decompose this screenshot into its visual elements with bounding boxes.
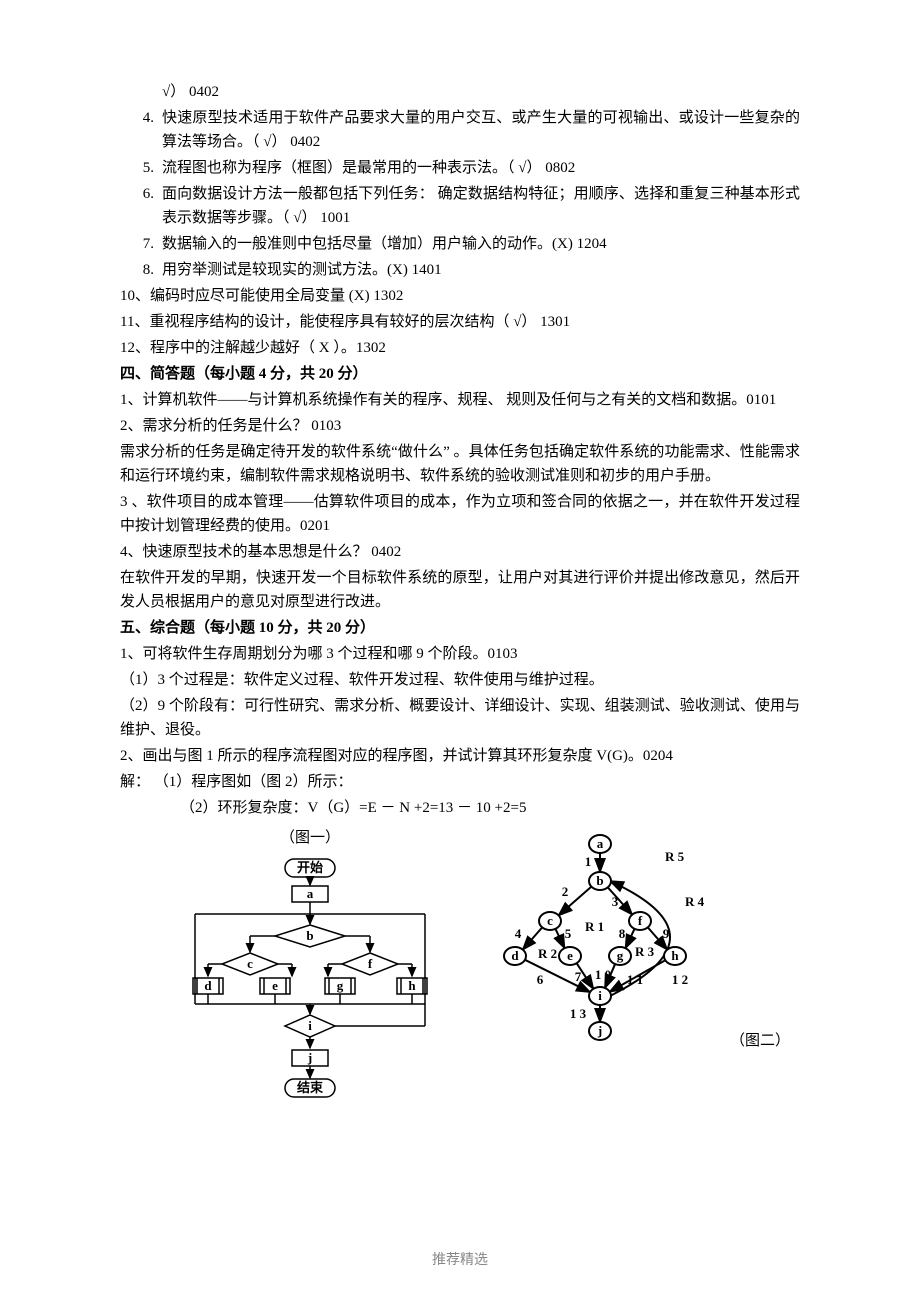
sa-line: 在软件开发的早期，快速开发一个目标软件系统的原型，让用户对其进行评价并提出修改意… [120,566,800,614]
spacer [120,80,162,104]
svg-text:e: e [272,978,278,993]
section5-heading: 五、综合题（每小题 10 分，共 20 分） [120,616,800,640]
comp-2: （1）3 个过程是：软件定义过程、软件开发过程、软件使用与维护过程。 [120,668,800,692]
tf-item-text: 用穷举测试是较现实的测试方法。(X) 1401 [162,258,800,282]
svg-text:R 2: R 2 [538,946,557,961]
svg-text:g: g [337,978,344,993]
tf-extra-line: 10、编码时应尽可能使用全局变量 (X) 1302 [120,284,800,308]
tf-item-text: 流程图也称为程序（框图）是最常用的一种表示法。（ √） 0802 [162,156,800,180]
svg-text:R 5: R 5 [665,849,685,864]
page: √） 0402 4.快速原型技术适用于软件产品要求大量的用户交互、或产生大量的可… [0,0,920,1302]
svg-text:1: 1 [585,854,592,869]
svg-text:5: 5 [565,926,572,941]
footer: 推荐精选 [0,1250,920,1272]
tf-item: 6.面向数据设计方法一般都包括下列任务： 确定数据结构特征；用顺序、选择和重复三… [120,182,800,230]
sa-line: 3 、软件项目的成本管理——估算软件项目的成本，作为立项和签合同的依据之一，并在… [120,490,800,538]
svg-text:R 3: R 3 [635,944,655,959]
svg-text:e: e [567,948,573,963]
svg-text:i: i [598,988,602,1003]
svg-text:a: a [307,886,314,901]
svg-text:结束: 结束 [297,1080,324,1095]
svg-text:R 1: R 1 [585,919,604,934]
fig1-caption: （图一） [180,826,440,850]
svg-text:4: 4 [515,926,522,941]
svg-text:1 0: 1 0 [595,967,611,982]
tf-item: 4.快速原型技术适用于软件产品要求大量的用户交互、或产生大量的可视输出、或设计一… [120,106,800,154]
tf-item-num: 7. [120,232,162,256]
tf-item: 8.用穷举测试是较现实的测试方法。(X) 1401 [120,258,800,282]
svg-text:1 1: 1 1 [627,972,643,987]
comp-6: （2）环形复杂度：V（G）=E － N +2=13 － 10 +2=5 [120,796,800,820]
fig2-caption: （图二） [730,1029,790,1053]
short-answer-block: 1、计算机软件——与计算机系统操作有关的程序、规程、 规则及任何与之有关的文档和… [120,388,800,614]
sa-line: 1、计算机软件——与计算机系统操作有关的程序、规程、 规则及任何与之有关的文档和… [120,388,800,412]
flowchart-svg: 开始 a b c f d e g h i j 结束 [180,854,440,1114]
svg-text:b: b [306,928,313,943]
svg-text:b: b [596,873,603,888]
svg-text:h: h [408,978,416,993]
svg-text:a: a [597,836,604,851]
svg-text:c: c [547,913,553,928]
svg-text:h: h [671,948,679,963]
svg-text:8: 8 [619,926,626,941]
graph-svg: a b c f d e g h i j 1 2 3 4 5 6 7 8 9 1 0 1 1 1 2 1 3 R 1 R 2 R 3… [470,826,750,1051]
comp-1: 1、可将软件生存周期划分为哪 3 个过程和哪 9 个阶段。0103 [120,642,800,666]
svg-text:R 4: R 4 [685,894,705,909]
true-false-extra: 10、编码时应尽可能使用全局变量 (X) 130211、重视程序结构的设计，能使… [120,284,800,360]
figure-2: a b c f d e g h i j 1 2 3 4 5 6 7 8 9 1 0 1 1 1 2 1 3 R 1 R 2 R 3… [470,826,750,1059]
svg-text:d: d [511,948,519,963]
tf-item-num: 6. [120,182,162,230]
svg-text:7: 7 [575,969,582,984]
svg-text:g: g [617,948,624,963]
continuation-text: √） 0402 [162,80,800,104]
svg-text:1 2: 1 2 [672,972,688,987]
tf-item: 5.流程图也称为程序（框图）是最常用的一种表示法。（ √） 0802 [120,156,800,180]
svg-text:3: 3 [612,894,619,909]
tf-item-text: 数据输入的一般准则中包括尽量（增加）用户输入的动作。(X) 1204 [162,232,800,256]
tf-item-num: 5. [120,156,162,180]
tf-item-num: 8. [120,258,162,282]
tf-item-text: 面向数据设计方法一般都包括下列任务： 确定数据结构特征；用顺序、选择和重复三种基… [162,182,800,230]
comp-4: 2、画出与图 1 所示的程序流程图对应的程序图，并试计算其环形复杂度 V(G)。… [120,744,800,768]
tf-extra-line: 12、程序中的注解越少越好（ X ）。1302 [120,336,800,360]
continuation-line: √） 0402 [120,80,800,104]
section4-heading: 四、简答题（每小题 4 分，共 20 分） [120,362,800,386]
svg-text:f: f [368,956,373,971]
sa-line: 需求分析的任务是确定待开发的软件系统“做什么” 。具体任务包括确定软件系统的功能… [120,440,800,488]
svg-text:f: f [638,913,643,928]
tf-item-num: 4. [120,106,162,154]
tf-item: 7.数据输入的一般准则中包括尽量（增加）用户输入的动作。(X) 1204 [120,232,800,256]
figure-1: （图一） 开始 a b c f d e g h i j 结束 [180,826,440,1122]
svg-text:2: 2 [562,884,569,899]
svg-text:j: j [597,1023,602,1038]
svg-text:1 3: 1 3 [570,1006,587,1021]
figures-row: （图一） 开始 a b c f d e g h i j 结束 a b c f d e g h i j 1 2 3 4 5 6 7 8 9 1… [120,826,800,1122]
tf-item-text: 快速原型技术适用于软件产品要求大量的用户交互、或产生大量的可视输出、或设计一些复… [162,106,800,154]
svg-text:j: j [307,1050,312,1065]
true-false-list: 4.快速原型技术适用于软件产品要求大量的用户交互、或产生大量的可视输出、或设计一… [120,106,800,282]
svg-text:开始: 开始 [297,860,323,875]
svg-text:9: 9 [663,926,670,941]
sa-line: 2、需求分析的任务是什么？ 0103 [120,414,800,438]
tf-extra-line: 11、重视程序结构的设计，能使程序具有较好的层次结构（ √） 1301 [120,310,800,334]
comp-5: 解： （1）程序图如（图 2）所示： [120,770,800,794]
sa-line: 4、快速原型技术的基本思想是什么？ 0402 [120,540,800,564]
svg-text:i: i [308,1018,312,1033]
svg-text:d: d [204,978,212,993]
comp-3: （2）9 个阶段有：可行性研究、需求分析、概要设计、详细设计、实现、组装测试、验… [120,694,800,742]
svg-text:c: c [247,956,253,971]
svg-text:6: 6 [537,972,544,987]
